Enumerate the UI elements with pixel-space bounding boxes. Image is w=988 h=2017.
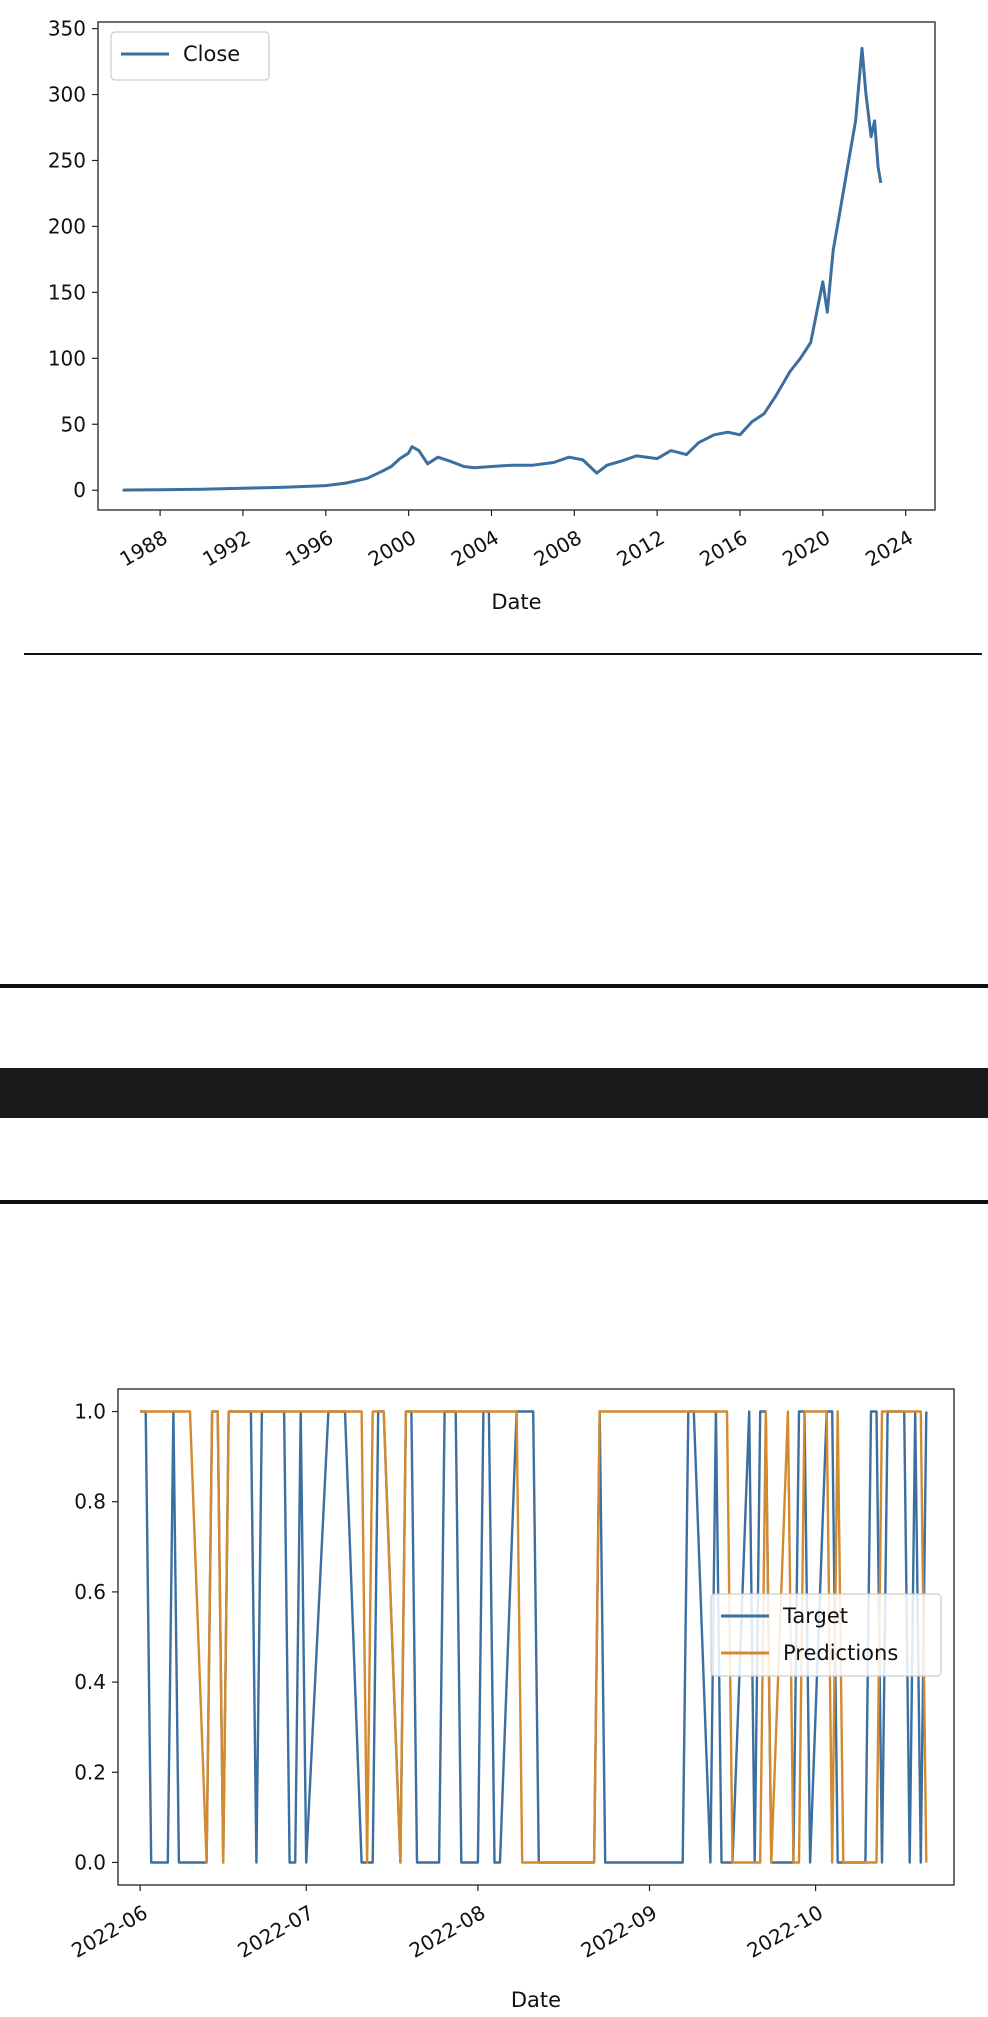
y-tick-label: 0.8 (74, 1490, 106, 1514)
y-tick-label: 150 (48, 280, 86, 304)
dark-banner (0, 1068, 988, 1118)
y-tick-label: 350 (48, 17, 86, 41)
x-tick-label: 2000 (364, 525, 420, 571)
y-tick-label: 300 (48, 83, 86, 107)
series-line-close (122, 46, 883, 492)
y-tick-label: 0.2 (74, 1760, 106, 1784)
x-tick-label: 1992 (198, 525, 254, 571)
y-tick-label: 50 (61, 412, 86, 436)
legend-label: Predictions (783, 1641, 898, 1665)
y-tick-label: 250 (48, 148, 86, 172)
plot-area (97, 21, 936, 511)
divider-line (24, 653, 982, 655)
y-tick-label: 0 (73, 478, 86, 502)
x-tick-label: 2022-07 (233, 1900, 317, 1963)
divider-line (0, 1200, 988, 1204)
x-tick-label: 2022-08 (405, 1900, 489, 1963)
x-axis-label: Date (511, 1988, 561, 2012)
x-tick-label: 2022-06 (67, 1900, 151, 1963)
y-tick-label: 0.0 (74, 1850, 106, 1874)
x-tick-label: 2022-10 (743, 1900, 827, 1963)
legend-label: Target (782, 1604, 848, 1628)
legend-label: Close (183, 42, 240, 66)
x-tick-label: 2022-09 (577, 1900, 661, 1963)
x-tick-label: 2004 (447, 525, 503, 571)
x-tick-label: 1988 (116, 525, 172, 571)
y-tick-label: 100 (48, 346, 86, 370)
divider-line (0, 984, 988, 988)
x-tick-label: 2012 (613, 525, 669, 571)
y-tick-label: 1.0 (74, 1400, 106, 1424)
x-tick-label: 2024 (861, 525, 917, 571)
y-tick-label: 0.4 (74, 1670, 106, 1694)
close-price-chart: 0 50 100 150 200 250 300 350 1988 1992 1996 2000 200… (48, 17, 936, 614)
legend-box (110, 31, 270, 81)
x-tick-label: 2016 (695, 525, 751, 571)
x-tick-label: 2008 (530, 525, 586, 571)
y-tick-label: 0.6 (74, 1580, 106, 1604)
x-axis-label: Date (491, 590, 541, 614)
target-predictions-chart: 0.0 0.2 0.4 0.6 0.8 1.0 2022-06 2022-07 2022-08 2… (67, 1388, 955, 2012)
y-tick-label: 200 (48, 214, 86, 238)
x-tick-label: 1996 (281, 525, 337, 571)
x-tick-label: 2020 (778, 525, 834, 571)
